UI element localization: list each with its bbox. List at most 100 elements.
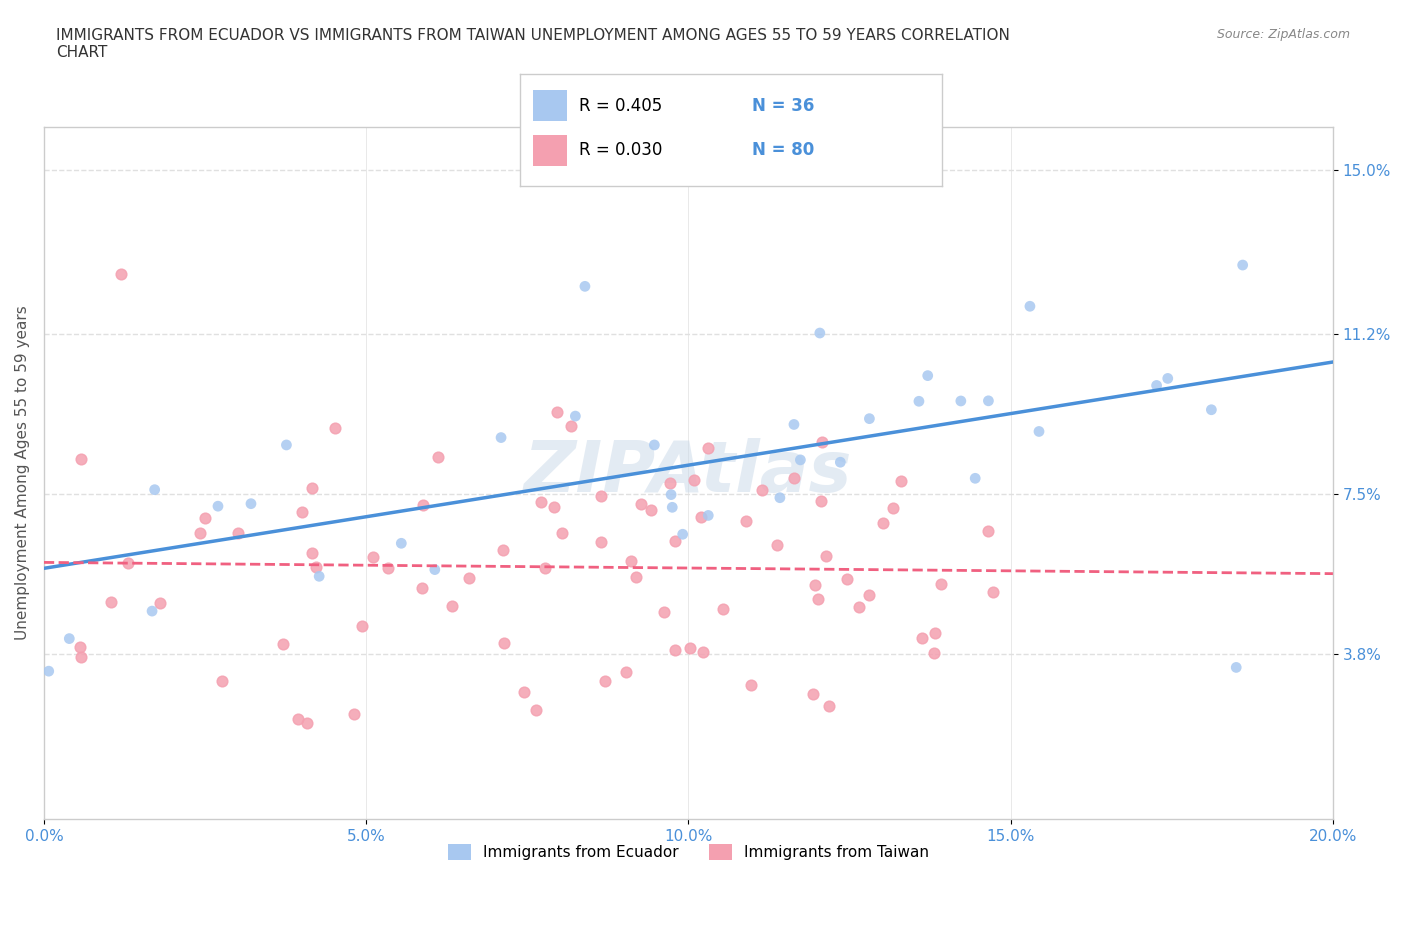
- Point: [664, 534, 686, 549]
- Text: R = 0.030: R = 0.030: [579, 141, 662, 159]
- Point: [1157, 371, 1180, 386]
- Point: [908, 393, 931, 408]
- Point: [614, 665, 637, 680]
- Point: [574, 279, 596, 294]
- Point: [1232, 258, 1254, 272]
- Point: [808, 326, 831, 340]
- Point: [305, 560, 328, 575]
- Point: [848, 599, 870, 614]
- Point: [683, 472, 706, 487]
- Bar: [533, 90, 567, 121]
- Point: [692, 645, 714, 660]
- Point: [890, 473, 912, 488]
- Point: [807, 591, 830, 606]
- Point: [423, 562, 446, 577]
- Point: [194, 511, 217, 525]
- Point: [690, 510, 713, 525]
- Point: [551, 525, 574, 540]
- Point: [981, 584, 1004, 599]
- Point: [143, 483, 166, 498]
- Text: R = 0.405: R = 0.405: [579, 97, 662, 114]
- Point: [141, 604, 163, 618]
- Point: [69, 640, 91, 655]
- Point: [976, 524, 998, 538]
- Point: [679, 641, 702, 656]
- Point: [818, 698, 841, 713]
- Point: [917, 368, 939, 383]
- Point: [872, 516, 894, 531]
- Point: [810, 434, 832, 449]
- Point: [564, 408, 586, 423]
- Point: [593, 673, 616, 688]
- Point: [343, 707, 366, 722]
- Point: [117, 556, 139, 571]
- Point: [640, 502, 662, 517]
- Point: [977, 393, 1000, 408]
- Point: [652, 604, 675, 619]
- Point: [766, 538, 789, 552]
- Point: [441, 599, 464, 614]
- Point: [696, 441, 718, 456]
- Point: [271, 636, 294, 651]
- Point: [301, 546, 323, 561]
- Point: [924, 625, 946, 640]
- Point: [276, 437, 298, 452]
- Point: [352, 618, 374, 633]
- Point: [207, 498, 229, 513]
- Point: [325, 421, 347, 436]
- Point: [543, 500, 565, 515]
- Point: [624, 569, 647, 584]
- Point: [664, 643, 686, 658]
- Point: [711, 602, 734, 617]
- Point: [389, 536, 412, 551]
- Point: [589, 488, 612, 503]
- Y-axis label: Unemployment Among Ages 55 to 59 years: Unemployment Among Ages 55 to 59 years: [15, 305, 30, 640]
- Point: [546, 405, 568, 419]
- Point: [494, 636, 516, 651]
- Point: [1225, 660, 1247, 675]
- Text: N = 36: N = 36: [752, 97, 814, 114]
- Point: [58, 631, 80, 646]
- Point: [910, 631, 932, 645]
- Point: [783, 417, 806, 432]
- Point: [211, 674, 233, 689]
- Point: [560, 419, 582, 434]
- Point: [929, 577, 952, 591]
- Point: [858, 411, 880, 426]
- Text: N = 80: N = 80: [752, 141, 814, 159]
- Point: [240, 497, 263, 512]
- Point: [458, 570, 481, 585]
- Point: [815, 549, 838, 564]
- Point: [949, 393, 972, 408]
- Point: [783, 471, 806, 485]
- Point: [412, 498, 434, 512]
- Point: [110, 266, 132, 281]
- Point: [188, 525, 211, 540]
- Point: [830, 455, 852, 470]
- Point: [533, 561, 555, 576]
- Point: [38, 664, 60, 679]
- Point: [922, 645, 945, 660]
- Point: [427, 450, 450, 465]
- Point: [801, 686, 824, 701]
- Point: [882, 500, 904, 515]
- Point: [810, 494, 832, 509]
- Point: [513, 684, 536, 699]
- Bar: [533, 135, 567, 166]
- Text: IMMIGRANTS FROM ECUADOR VS IMMIGRANTS FROM TAIWAN UNEMPLOYMENT AMONG AGES 55 TO : IMMIGRANTS FROM ECUADOR VS IMMIGRANTS FR…: [56, 28, 1010, 60]
- Point: [524, 703, 547, 718]
- Point: [803, 578, 825, 592]
- Point: [377, 561, 399, 576]
- Point: [100, 595, 122, 610]
- Point: [226, 525, 249, 540]
- Text: Source: ZipAtlas.com: Source: ZipAtlas.com: [1216, 28, 1350, 41]
- Point: [858, 588, 880, 603]
- Point: [659, 475, 682, 490]
- Point: [361, 550, 384, 565]
- Point: [589, 535, 612, 550]
- Point: [70, 649, 93, 664]
- Point: [1146, 378, 1168, 392]
- Point: [297, 716, 319, 731]
- Point: [789, 453, 811, 468]
- Point: [1028, 424, 1050, 439]
